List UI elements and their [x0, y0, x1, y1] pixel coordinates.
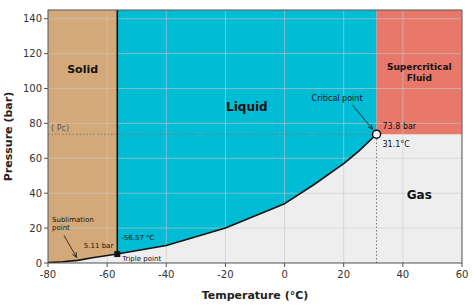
reference-line-tc [376, 134, 377, 263]
tick-x [166, 263, 167, 267]
tick-y [44, 88, 48, 89]
grid-line-y [48, 53, 462, 54]
grid-line-x [166, 10, 167, 263]
region-label: Solid [67, 63, 98, 76]
tick-label-x: -60 [99, 269, 115, 280]
tick-label-x: 40 [396, 269, 409, 280]
annotation: -56.57 °C [121, 234, 154, 242]
region-gas [48, 10, 462, 263]
tick-label-x: 0 [281, 269, 287, 280]
tick-y [44, 228, 48, 229]
tick-y [44, 53, 48, 54]
tick-x [462, 263, 463, 267]
plot-frame [48, 10, 462, 263]
text-line: Supercritical [387, 62, 452, 72]
tick-x [225, 263, 226, 267]
region-solid [48, 10, 117, 262]
grid-line-y [48, 158, 462, 159]
text-line: point [52, 224, 70, 232]
grid-line-y [48, 228, 462, 229]
annotation: Triple point [121, 255, 161, 263]
triple-point [114, 251, 120, 257]
tick-x [402, 263, 403, 267]
tick-y [44, 158, 48, 159]
text-line: Fluid [407, 73, 432, 83]
tick-y [44, 123, 48, 124]
tick-label-x: -40 [158, 269, 174, 280]
grid-line-x [107, 10, 108, 263]
reference-line-pc [48, 134, 377, 135]
tick-label-y: 100 [23, 83, 42, 94]
region-supercritical [377, 10, 462, 134]
tick-y [44, 193, 48, 194]
annotation: Sublimationpoint [52, 216, 94, 232]
phase-boundary [117, 134, 376, 254]
tick-label-x: 60 [456, 269, 469, 280]
region-labels: Solid Liquid Gas SupercriticalFluid [67, 62, 451, 202]
tick-label-y: 20 [29, 223, 42, 234]
y-axis-label: Pressure (bar) [2, 92, 15, 181]
tick-x [107, 263, 108, 267]
region-liquid [117, 10, 376, 254]
region-label: Gas [407, 188, 432, 202]
tick-x [48, 263, 49, 267]
plot-area [48, 10, 462, 263]
tick-y [44, 263, 48, 264]
annotation-arrow [353, 105, 373, 129]
annotation: 73.8 bar [383, 122, 417, 131]
x-axis-label: Temperature (°C) [202, 289, 309, 302]
tick-x [284, 263, 285, 267]
tick-label-y: 120 [23, 48, 42, 59]
grid-line-x [225, 10, 226, 263]
tick-label-x: -20 [217, 269, 233, 280]
grid-line-y [48, 88, 462, 89]
chart: -80 -60 -40 -20 0 20 40 60 0 20 40 60 80 100 120 140 Tem… [0, 0, 474, 305]
grid-line-x [343, 10, 344, 263]
annotation: 5.11 bar [84, 242, 114, 250]
annotation: ( Pc) [51, 124, 69, 133]
grid-line-x [284, 10, 285, 263]
text-line: Sublimation [52, 216, 94, 224]
annotation: Critical point [312, 94, 363, 103]
region-label: SupercriticalFluid [387, 62, 452, 83]
tick-label-x: 20 [337, 269, 350, 280]
region-label: Liquid [226, 100, 268, 114]
annotation: 31.1°C [383, 140, 411, 149]
tick-label-y: 40 [29, 188, 42, 199]
tick-label-y: 60 [29, 153, 42, 164]
grid-line-x [402, 10, 403, 263]
tick-label-x: -80 [40, 269, 56, 280]
annotations: 5.11 bar -56.57 °C Triple point Sublimation… [51, 94, 417, 263]
annotation-arrow [64, 235, 77, 257]
tick-label-y: 80 [29, 118, 42, 129]
tick-label-y: 0 [36, 258, 42, 269]
grid-line-y [48, 193, 462, 194]
fusion-line [116, 10, 118, 254]
critical-point [373, 130, 381, 138]
phase-boundary [48, 254, 117, 262]
ticks: -80 -60 -40 -20 0 20 40 60 0 20 40 60 80 100 120 140 [23, 13, 468, 280]
tick-label-y: 140 [23, 13, 42, 24]
tick-x [343, 263, 344, 267]
tick-y [44, 18, 48, 19]
grid-line-y [48, 18, 462, 19]
